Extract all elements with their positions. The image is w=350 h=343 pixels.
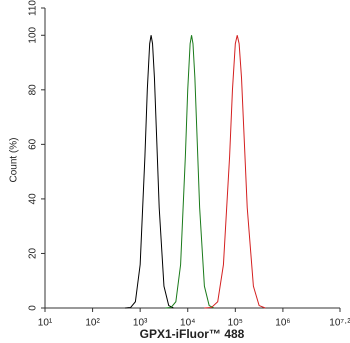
y-tick-label: 60 [28,138,39,150]
x-tick-label: 10⁴ [180,318,195,329]
x-tick-label: 10⁶ [275,318,290,329]
histogram-line [204,35,266,309]
y-tick-label: 0 [28,305,39,311]
y-tick-label: 40 [28,193,39,205]
y-tick-label: 110 [28,0,39,16]
x-tick-label: 10¹ [38,318,53,329]
x-tick-label: 10³ [133,318,148,329]
x-axis-label: GPX1-iFluor™ 488 [140,327,245,341]
y-tick-label: 100 [28,26,39,43]
y-axis-label: Count (%) [9,137,20,182]
x-tick-label: 10⁷·² [329,318,350,329]
y-tick-label: 80 [28,84,39,96]
histogram-line [124,35,174,309]
y-tick-label: 20 [28,247,39,259]
x-tick-label: 10⁵ [228,318,243,329]
x-tick-label: 10² [85,318,100,329]
histogram-line [165,35,215,309]
